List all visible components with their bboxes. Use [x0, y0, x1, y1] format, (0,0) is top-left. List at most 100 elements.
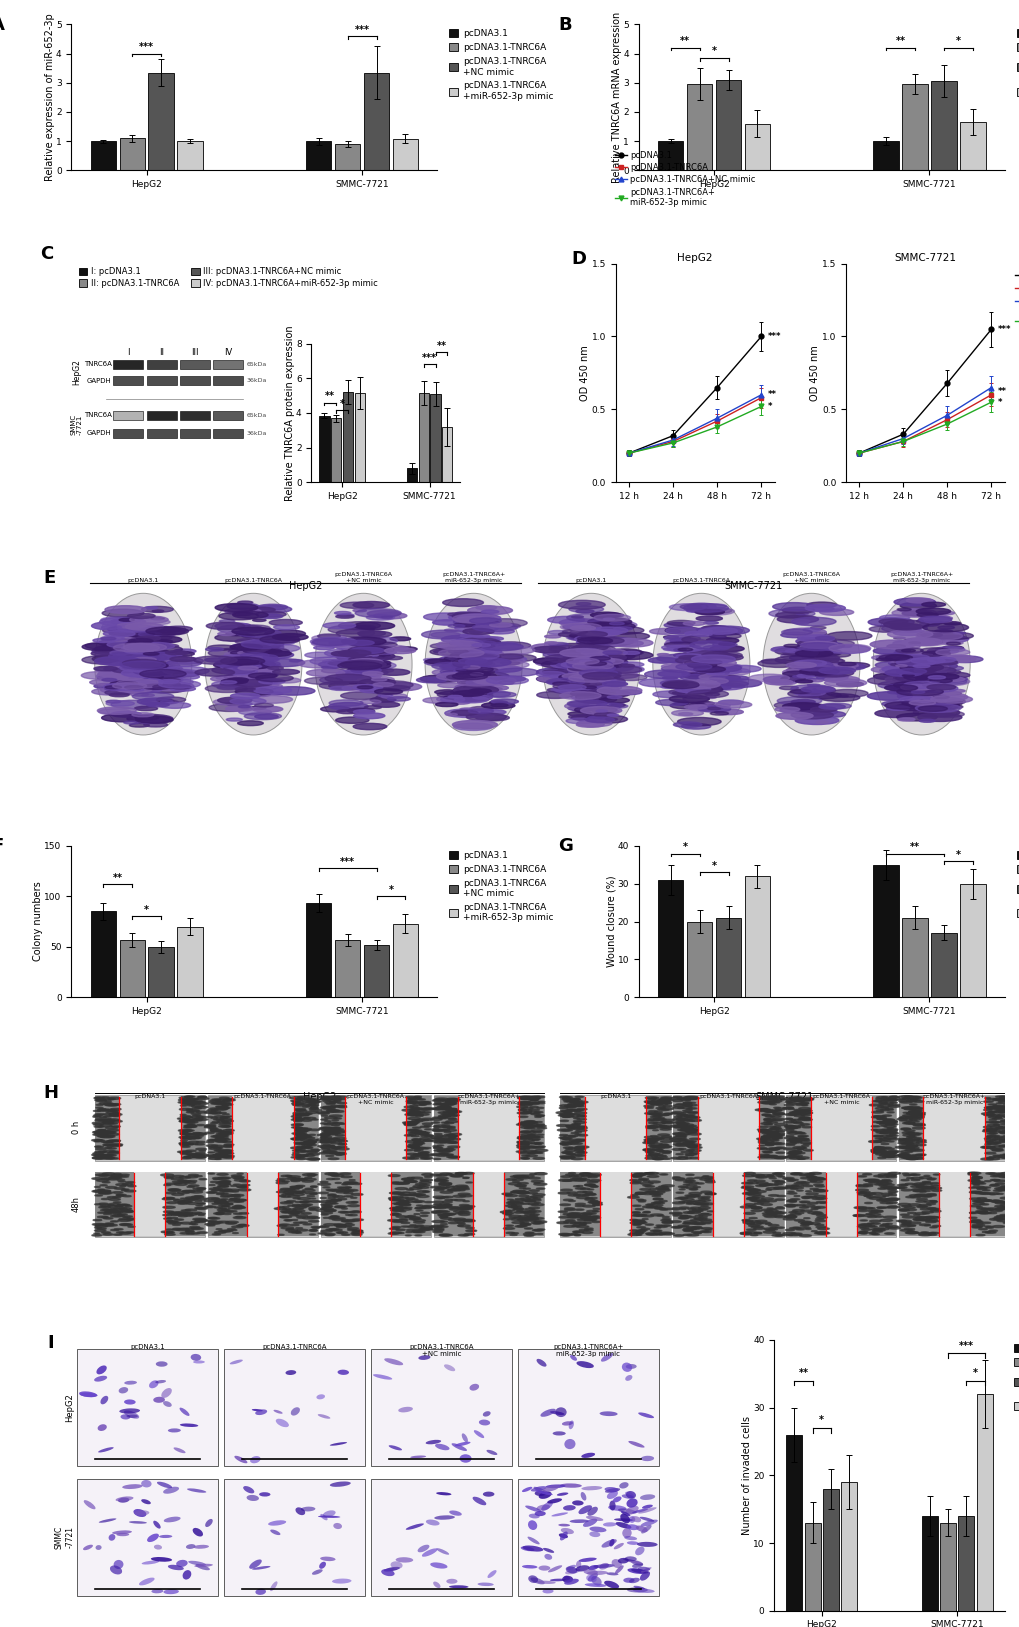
FancyBboxPatch shape [503, 1173, 543, 1237]
Circle shape [205, 685, 247, 693]
Ellipse shape [168, 1565, 183, 1570]
Circle shape [391, 1196, 403, 1197]
Circle shape [124, 1189, 136, 1193]
Circle shape [99, 639, 142, 648]
Circle shape [453, 669, 479, 674]
Circle shape [810, 626, 825, 630]
Text: pcDNA3.1-TNRC6A+
miR-652-3p mimic: pcDNA3.1-TNRC6A+ miR-652-3p mimic [890, 571, 953, 582]
Circle shape [183, 1157, 195, 1158]
Circle shape [336, 1097, 346, 1098]
Circle shape [407, 1129, 419, 1131]
Circle shape [883, 1186, 894, 1189]
Circle shape [582, 687, 596, 688]
Circle shape [415, 1183, 426, 1184]
Ellipse shape [557, 1524, 570, 1526]
Circle shape [521, 1175, 534, 1178]
Circle shape [681, 636, 720, 643]
Circle shape [332, 651, 374, 659]
Circle shape [757, 1157, 767, 1158]
Circle shape [236, 644, 271, 651]
Circle shape [109, 1113, 122, 1116]
Circle shape [582, 654, 627, 662]
Circle shape [884, 669, 922, 677]
Ellipse shape [316, 1394, 325, 1399]
Circle shape [196, 1149, 206, 1150]
Circle shape [108, 1097, 120, 1100]
Circle shape [571, 656, 596, 661]
Circle shape [232, 665, 271, 674]
Circle shape [998, 1101, 1010, 1103]
Circle shape [575, 695, 616, 703]
Circle shape [194, 1101, 205, 1103]
Circle shape [919, 1219, 930, 1220]
Ellipse shape [632, 1588, 654, 1593]
Circle shape [294, 1132, 305, 1134]
Circle shape [788, 1150, 801, 1154]
Circle shape [647, 1118, 657, 1119]
Circle shape [790, 690, 810, 693]
Ellipse shape [625, 1375, 632, 1381]
Circle shape [512, 1180, 523, 1181]
Circle shape [449, 693, 491, 701]
Circle shape [321, 669, 344, 674]
Circle shape [679, 657, 698, 661]
Circle shape [748, 1225, 759, 1227]
Circle shape [105, 1103, 118, 1106]
Circle shape [507, 1201, 519, 1202]
Ellipse shape [164, 1516, 180, 1523]
Text: A: A [0, 16, 5, 34]
Circle shape [99, 1175, 110, 1176]
Circle shape [364, 690, 376, 691]
Circle shape [807, 644, 837, 651]
Ellipse shape [234, 1456, 248, 1463]
Circle shape [141, 682, 177, 690]
Circle shape [704, 693, 718, 696]
Circle shape [394, 1188, 407, 1189]
Circle shape [422, 1173, 433, 1175]
Circle shape [817, 1228, 828, 1230]
Circle shape [584, 651, 613, 657]
Circle shape [511, 1219, 522, 1220]
Bar [91, 911, 116, 997]
Circle shape [906, 1100, 915, 1101]
Circle shape [181, 1212, 192, 1215]
Circle shape [663, 641, 691, 646]
Circle shape [179, 1136, 190, 1139]
Circle shape [83, 643, 122, 651]
Circle shape [259, 678, 284, 683]
Circle shape [657, 1134, 668, 1136]
FancyBboxPatch shape [937, 1173, 969, 1237]
Circle shape [529, 1178, 540, 1180]
Circle shape [582, 662, 603, 665]
Circle shape [570, 646, 590, 649]
Circle shape [866, 691, 911, 700]
Circle shape [574, 661, 611, 669]
Text: C: C [41, 246, 53, 264]
Circle shape [179, 1176, 191, 1178]
Circle shape [516, 1191, 528, 1193]
Circle shape [140, 639, 153, 643]
Circle shape [459, 1204, 469, 1206]
Circle shape [598, 649, 639, 657]
Circle shape [138, 662, 161, 667]
Circle shape [773, 1157, 785, 1158]
Circle shape [455, 672, 490, 678]
Circle shape [672, 709, 703, 716]
Circle shape [276, 1181, 287, 1184]
Circle shape [915, 608, 950, 615]
Circle shape [318, 1097, 329, 1098]
Circle shape [912, 664, 937, 669]
Circle shape [921, 620, 943, 625]
Ellipse shape [525, 1505, 541, 1511]
Circle shape [326, 1228, 336, 1230]
Circle shape [782, 1232, 795, 1235]
Circle shape [688, 704, 717, 711]
Circle shape [568, 661, 582, 664]
Circle shape [216, 1183, 228, 1184]
Circle shape [98, 1136, 108, 1137]
Circle shape [438, 1114, 449, 1116]
Circle shape [518, 1097, 530, 1100]
Circle shape [445, 713, 457, 716]
Circle shape [656, 654, 700, 662]
Circle shape [236, 665, 269, 672]
